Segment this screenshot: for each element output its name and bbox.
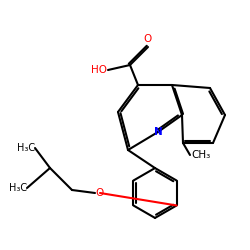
Text: O: O	[96, 188, 104, 198]
Text: H₃C: H₃C	[9, 183, 27, 193]
Text: CH₃: CH₃	[191, 150, 210, 160]
Text: O: O	[144, 34, 152, 44]
Text: HO: HO	[91, 65, 107, 75]
Text: N: N	[154, 127, 162, 137]
Text: H₃C: H₃C	[17, 143, 35, 153]
